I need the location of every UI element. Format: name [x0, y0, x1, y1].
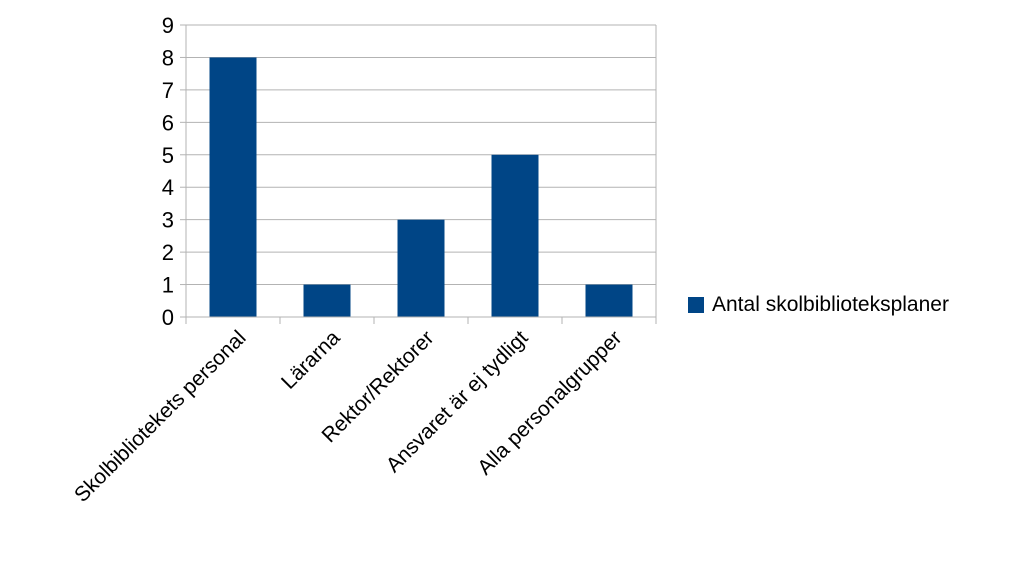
- x-category-label: Skolbibliotekets personal: [70, 326, 251, 507]
- legend-swatch: [688, 297, 704, 313]
- y-tick-label: 3: [162, 208, 174, 233]
- bar: [491, 154, 539, 317]
- gridlines: [186, 24, 656, 286]
- legend: Antal skolbiblioteksplaner: [688, 293, 949, 317]
- bar: [397, 219, 445, 317]
- y-axis-tick-labels: 0 1 2 3 4 5 6 7 8 9: [162, 13, 174, 330]
- x-category-label: Lärarna: [277, 326, 345, 394]
- y-tick-label: 7: [162, 78, 174, 103]
- y-tick-label: 6: [162, 110, 174, 135]
- bars: [209, 57, 633, 317]
- bar: [209, 57, 257, 317]
- y-tick-label: 1: [162, 273, 174, 298]
- axes: [180, 24, 657, 324]
- x-axis-category-labels: Skolbibliotekets personal LärarnaRektor/R…: [70, 326, 627, 507]
- legend-label: Antal skolbiblioteksplaner: [712, 293, 949, 316]
- y-tick-label: 8: [162, 45, 174, 70]
- y-tick-label: 5: [162, 143, 174, 168]
- y-tick-label: 2: [162, 240, 174, 265]
- y-tick-label: 9: [162, 13, 174, 38]
- y-tick-label: 4: [162, 175, 174, 200]
- y-tick-label: 0: [162, 305, 174, 330]
- bar: [585, 284, 633, 317]
- bar: [303, 284, 351, 317]
